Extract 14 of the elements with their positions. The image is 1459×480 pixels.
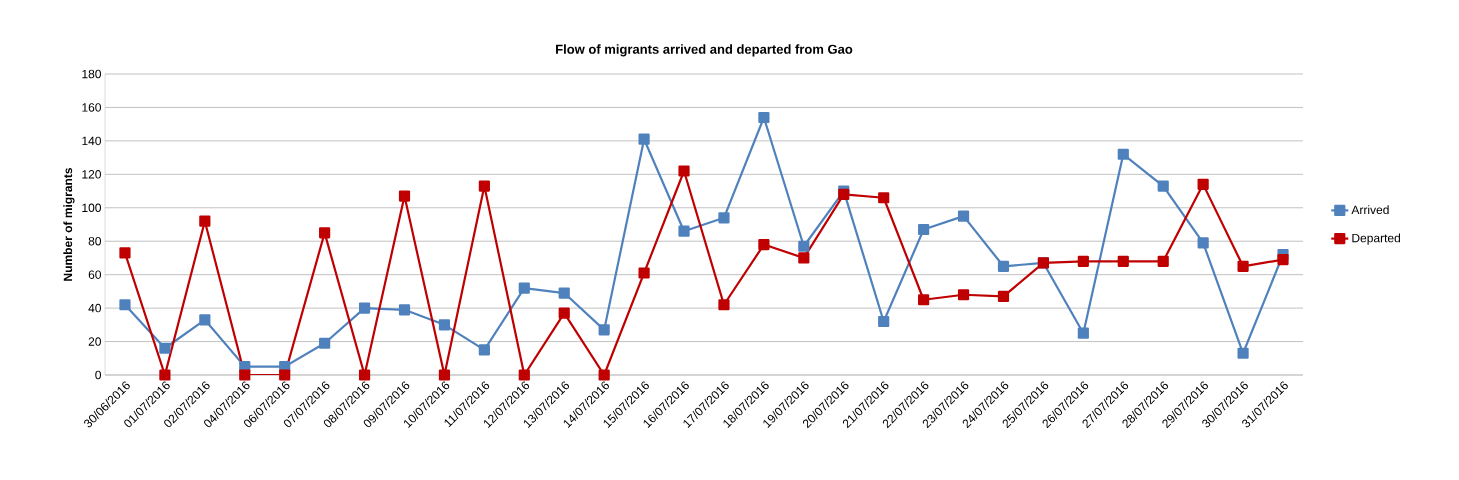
- y-tick-label: 0: [95, 370, 102, 380]
- y-tick-label: 160: [82, 103, 101, 112]
- y-tick-label: 120: [82, 170, 101, 179]
- y-tick-label: 20: [88, 337, 102, 346]
- y-tick-label: 100: [82, 203, 101, 213]
- y-tick-label: 40: [88, 303, 102, 313]
- chart-title: Flow of migrants arrived and departed from Gao: [556, 44, 853, 57]
- y-axis-title: Number of migrants: [63, 168, 75, 281]
- legend-label: Departed: [1352, 233, 1400, 245]
- legend-label: Arrived: [1351, 205, 1389, 215]
- y-tick-label: 60: [88, 270, 102, 279]
- y-tick-label: 140: [82, 136, 101, 146]
- y-tick-label: 80: [88, 236, 102, 246]
- y-tick-label: 180: [82, 69, 101, 79]
